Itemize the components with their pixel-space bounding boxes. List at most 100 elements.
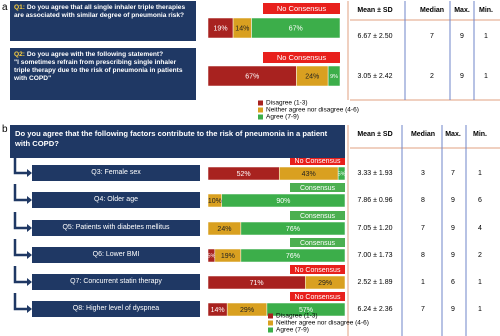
bar-segment: [266, 302, 346, 317]
question-text: Do you agree with the following statemen…: [26, 51, 164, 58]
question-label: Q8:: [72, 305, 85, 312]
question-text: Do you agree that all single inhaler tri…: [14, 4, 186, 19]
column-header: Median: [420, 7, 444, 14]
consensus-badge: [263, 3, 340, 14]
table-cell: 7.05 ± 1.20: [358, 225, 393, 232]
consensus-badge: [290, 156, 345, 165]
legend-swatch: [268, 327, 273, 333]
table-cell: 7.00 ± 1.73: [358, 252, 393, 259]
table-cell: 1: [484, 33, 488, 40]
table-cell: 7: [451, 170, 455, 177]
banner-text: Do you agree that the following factors …: [15, 129, 328, 148]
value-label: 71%: [250, 280, 264, 287]
arrow-head: [27, 196, 32, 204]
consensus-label: Consensus: [300, 240, 336, 247]
panel-letter: b: [2, 124, 8, 135]
consensus-badge: [290, 238, 345, 247]
value-label: 19%: [214, 25, 228, 32]
table-cell: 9: [451, 197, 455, 204]
column-header: Max.: [445, 131, 461, 138]
table-cell: 1: [478, 170, 482, 177]
table-cell: 2.52 ± 1.89: [358, 279, 393, 286]
value-label: 9%: [330, 74, 338, 80]
arrow-head: [27, 305, 32, 313]
table-cell: 1: [421, 279, 425, 286]
value-label: 19%: [221, 253, 235, 260]
value-label: 57%: [299, 307, 313, 314]
table-cell: 1: [478, 279, 482, 286]
question-box: Q8: Higher level of dyspnea: [32, 301, 200, 317]
consensus-badge: [290, 292, 345, 301]
value-label: 76%: [286, 226, 300, 233]
table-cell: 3: [421, 170, 425, 177]
column-header: Median: [411, 131, 435, 138]
question-text: Patients with diabetes mellitus: [75, 224, 170, 231]
column-header: Mean ± SD: [357, 7, 392, 14]
question-box: Q4: Older age: [32, 192, 200, 208]
question-box: Q1: Do you agree that all single inhaler…: [10, 1, 196, 41]
question-box: Q3: Female sex: [32, 165, 200, 181]
question-box: Q7: Concurrent statin therapy: [32, 274, 200, 290]
bar-segment: [337, 166, 346, 181]
question-label: Q6:: [92, 251, 104, 258]
bar-segment: [305, 275, 346, 290]
table-cell: 2: [430, 73, 434, 80]
question-label: Q1:: [14, 4, 25, 11]
consensus-label: Consensus: [300, 185, 336, 192]
arrow-head: [27, 169, 32, 177]
value-label: 29%: [240, 307, 254, 314]
question-text: Older age: [107, 196, 138, 203]
consensus-label: No Consensus: [295, 158, 341, 165]
consensus-label: No Consensus: [277, 53, 326, 62]
question-text: Lower BMI: [105, 251, 140, 258]
arrow-head: [27, 224, 32, 232]
value-label: 52%: [237, 171, 251, 178]
bar-segment: [251, 17, 341, 39]
arrow: [13, 157, 30, 175]
arrow-head: [27, 278, 32, 286]
consensus-badge: [290, 183, 345, 192]
arrow: [13, 293, 30, 311]
arrow: [13, 212, 30, 230]
consensus-label: No Consensus: [295, 267, 341, 274]
question-label: Q4:: [94, 196, 106, 203]
legend-swatch: [268, 320, 273, 326]
value-label: 5%: [207, 253, 215, 259]
question-label: Q2:: [14, 51, 25, 58]
legend-swatch: [258, 100, 263, 106]
question-text: Higher level of dyspnea: [86, 305, 160, 312]
table-cell: 2: [478, 252, 482, 259]
value-label: 10%: [208, 198, 222, 205]
legend-label: Neither agree nor disagree (4-6): [276, 320, 369, 327]
table-cell: 4: [478, 225, 482, 232]
table-cell: 6: [451, 279, 455, 286]
legend-swatch: [268, 313, 273, 319]
question-text: Concurrent statin therapy: [83, 278, 162, 285]
table-cell: 7: [430, 33, 434, 40]
table-cell: 6: [478, 197, 482, 204]
table-cell: 7: [421, 225, 425, 232]
consensus-label: No Consensus: [295, 294, 341, 301]
table-cell: 9: [460, 33, 464, 40]
table-cell: 9: [460, 73, 464, 80]
value-label: 67%: [289, 25, 303, 32]
consensus-badge: [290, 265, 345, 274]
legend-label: Disagree (1-3): [276, 313, 318, 320]
value-label: 43%: [302, 171, 316, 178]
bar-segment: [221, 193, 346, 208]
table-cell: 1: [478, 306, 482, 313]
legend-label: Agree (7-9): [276, 327, 309, 334]
question-text: Female sex: [104, 169, 141, 176]
question-label: Q5:: [62, 224, 74, 231]
bar-segment: [327, 65, 341, 87]
table-cell: 3.33 ± 1.93: [358, 170, 393, 177]
legend-swatch: [258, 107, 263, 113]
value-label: 24%: [217, 226, 231, 233]
table-cell: 9: [451, 306, 455, 313]
consensus-badge: [290, 211, 345, 220]
table-cell: 8: [421, 252, 425, 259]
value-label: 90%: [276, 198, 290, 205]
bar-segment: [240, 221, 346, 236]
